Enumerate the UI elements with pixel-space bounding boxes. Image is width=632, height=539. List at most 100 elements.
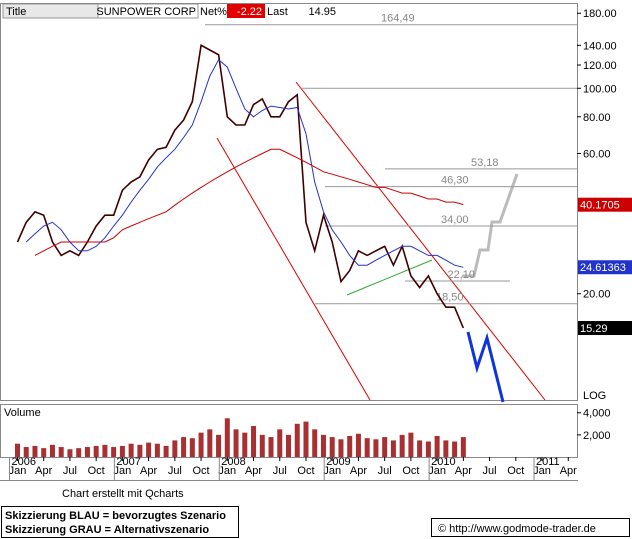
y-tick-label: 60.00 [583,148,611,160]
volume-bar [14,443,20,457]
volume-bar [286,434,291,457]
volume-bar [102,444,108,457]
volume-title: Volume [4,407,41,419]
year-label: 2008 [221,456,245,468]
volume-bar [329,437,335,457]
volume-bar [294,423,300,457]
y-tick-label: 180.00 [583,8,617,20]
volume-bar [23,447,29,457]
volume-bar [382,437,388,457]
volume-bar [434,435,440,457]
x-tick-label: Jul [273,465,287,477]
volume-bar [390,440,396,457]
header-last-label: Last [267,6,288,18]
price-tag [578,260,632,275]
year-label: 2006 [11,456,35,468]
volume-bar [242,432,248,457]
x-tick-label: Oct [193,465,210,477]
moving-average [34,148,464,256]
volume-bar [320,434,326,457]
x-tick-label: Jan [533,465,551,477]
year-label: 2011 [536,456,560,468]
volume-bar [408,432,414,457]
moving-average [25,59,464,268]
price-frame [0,3,578,401]
volume-bar [128,443,134,457]
volume-frame [0,404,578,458]
volume-bar [198,432,204,457]
level-label: 18,50 [436,292,464,304]
copyright-box [431,518,630,537]
x-tick-label: Oct [402,465,419,477]
price-tag-label: 15.29 [580,323,608,335]
volume-bar [119,445,125,457]
volume-bar [146,442,152,457]
volume-bar [189,438,195,457]
volume-bar [303,421,309,457]
volume-bar [216,434,222,457]
y-tick-label: 4,000 [583,408,611,420]
volume-bar [460,437,466,457]
volume-bar [312,429,318,457]
volume-bar [163,445,169,457]
x-tick-label: Jan [428,465,446,477]
volume-bar [277,429,283,457]
volume-bar [84,447,90,457]
volume-bar [49,444,55,457]
x-tick-label: Apr [245,465,262,477]
level-label: 34,00 [441,214,469,226]
x-tick-label: Jan [218,465,236,477]
x-tick-label: Jul [63,465,77,477]
footer-credit: Chart erstellt mit Qcharts [62,488,184,500]
x-tick-label: Jan [323,465,341,477]
copyright: © http://www.godmode-trader.de [438,523,596,535]
legend-gray: Skizzierung GRAU = Alternativszenario [5,524,209,536]
volume-bar [399,434,405,457]
volume-bar [373,439,379,457]
net-box [227,4,265,18]
blue-scenario [466,331,505,403]
volume-bar [251,426,257,457]
volume-bar [443,440,449,457]
x-tick-label: Apr [560,465,577,477]
legend-blue: Skizzierung BLAU = bevorzugtes Szenario [5,510,226,522]
y-tick-label: 2,000 [583,430,611,442]
year-label: 2007 [116,456,140,468]
volume-bar [452,441,458,457]
x-tick-label: Jan [114,465,132,477]
price-tag [578,197,632,212]
trend-channel [295,81,546,401]
volume-bar [224,418,230,457]
x-tick-label: Apr [350,465,367,477]
volume-bar [417,440,423,457]
price-tag [578,321,632,336]
level-label: 164,49 [381,13,415,25]
volume-bar [67,449,73,457]
y-tick-label: 140.00 [583,40,617,52]
x-tick-label: Jan [9,465,27,477]
y-tick-label: 20.00 [583,289,611,301]
volume-bar [425,441,431,457]
volume-bar [58,447,64,457]
volume-bar [93,445,99,457]
year-label: 2010 [431,456,455,468]
x-tick-label: Jul [483,465,497,477]
x-tick-label: Oct [507,465,524,477]
volume-bar [32,445,38,457]
volume-bar [355,433,361,457]
y-tick-label: 80.00 [583,112,611,124]
volume-bar [154,443,160,457]
x-tick-label: Apr [35,465,52,477]
volume-bar [172,440,178,457]
y-tick-label: 100.00 [583,83,617,95]
scale-label: LOG [583,390,606,402]
header-symbol: SUNPOWER CORP [96,6,196,18]
header-last-value: 14.95 [308,6,336,18]
level-label: 22,10 [448,269,476,281]
level-label: 46,30 [441,175,469,187]
header-net-label: Net% [200,6,227,18]
y-tick-label: 120.00 [583,60,617,72]
volume-bar [268,437,274,457]
x-tick-label: Oct [88,465,105,477]
volume-bar [233,429,239,457]
